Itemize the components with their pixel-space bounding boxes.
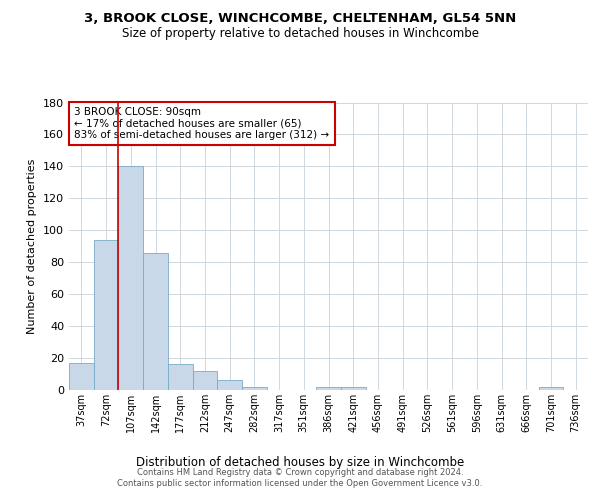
- Bar: [69, 363, 94, 390]
- Bar: [341, 387, 365, 390]
- Text: Distribution of detached houses by size in Winchcombe: Distribution of detached houses by size …: [136, 456, 464, 469]
- Text: Contains HM Land Registry data © Crown copyright and database right 2024.
Contai: Contains HM Land Registry data © Crown c…: [118, 468, 482, 487]
- Bar: [143, 252, 168, 390]
- Text: 3, BROOK CLOSE, WINCHCOMBE, CHELTENHAM, GL54 5NN: 3, BROOK CLOSE, WINCHCOMBE, CHELTENHAM, …: [84, 12, 516, 26]
- Bar: [94, 240, 118, 390]
- Bar: [539, 387, 563, 390]
- Bar: [193, 371, 217, 390]
- Bar: [242, 387, 267, 390]
- Bar: [217, 380, 242, 390]
- Text: 3 BROOK CLOSE: 90sqm
← 17% of detached houses are smaller (65)
83% of semi-detac: 3 BROOK CLOSE: 90sqm ← 17% of detached h…: [74, 107, 329, 140]
- Text: Size of property relative to detached houses in Winchcombe: Size of property relative to detached ho…: [121, 28, 479, 40]
- Bar: [118, 166, 143, 390]
- Bar: [168, 364, 193, 390]
- Bar: [316, 387, 341, 390]
- Y-axis label: Number of detached properties: Number of detached properties: [28, 158, 37, 334]
